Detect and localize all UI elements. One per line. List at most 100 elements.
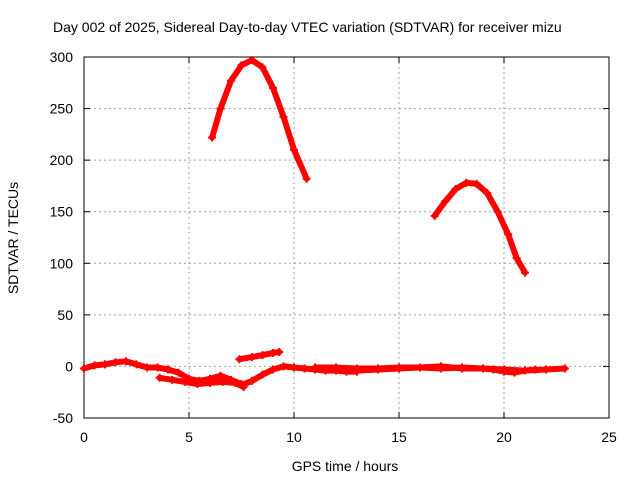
data-point <box>248 56 256 65</box>
series-trace <box>431 179 528 276</box>
data-point <box>493 207 502 216</box>
data-point <box>206 378 214 387</box>
data-point <box>180 377 189 386</box>
data-point <box>437 362 445 371</box>
y-tick-label: 50 <box>57 307 73 323</box>
data-point <box>451 185 460 194</box>
y-tick-label: 250 <box>50 101 74 117</box>
data-point <box>227 76 235 85</box>
series-arc-high-1 <box>208 56 311 183</box>
data-point <box>500 367 508 376</box>
data-point <box>193 379 202 388</box>
data-point <box>216 371 225 380</box>
data-point <box>153 363 162 372</box>
series-arc-high-2 <box>430 178 529 277</box>
data-point <box>504 230 513 239</box>
data-point <box>168 375 177 384</box>
data-point <box>269 365 277 374</box>
data-point <box>290 363 298 372</box>
data-point <box>248 353 256 362</box>
data-series <box>80 56 569 392</box>
data-point <box>512 254 521 263</box>
x-tick-label: 25 <box>601 429 617 445</box>
chart-title: Day 002 of 2025, Sidereal Day-to-day VTE… <box>53 19 562 35</box>
y-tick-label: 150 <box>50 204 74 220</box>
data-point <box>258 63 267 72</box>
plot-background <box>84 57 609 418</box>
data-point <box>111 358 120 367</box>
data-point <box>269 349 277 358</box>
data-point <box>332 363 340 372</box>
data-point <box>430 211 439 220</box>
x-tick-label: 10 <box>286 429 302 445</box>
data-point <box>279 112 288 121</box>
data-point <box>542 365 550 374</box>
data-point <box>560 364 569 373</box>
plot-frame <box>83 56 610 419</box>
data-point <box>80 364 88 373</box>
x-tick-labels: 0 5 10 15 20 25 <box>80 429 617 445</box>
data-point <box>258 351 267 360</box>
x-tick-label: 5 <box>185 429 193 445</box>
grid-lines <box>84 57 609 418</box>
y-tick-label: -50 <box>53 410 73 426</box>
data-point <box>174 368 183 377</box>
data-point <box>237 61 246 70</box>
series-trace <box>81 358 245 387</box>
data-point <box>143 363 151 372</box>
data-point <box>395 364 403 373</box>
data-point <box>248 376 256 385</box>
data-point <box>279 362 288 371</box>
data-point <box>472 179 481 188</box>
data-point <box>101 360 109 369</box>
data-point <box>218 377 227 386</box>
data-point <box>275 347 284 356</box>
data-point <box>311 363 319 372</box>
data-point <box>208 133 217 142</box>
data-point <box>164 365 172 374</box>
data-point <box>155 373 164 382</box>
data-point <box>122 357 130 366</box>
y-tick-label: 200 <box>50 152 74 168</box>
y-tick-label: 300 <box>50 49 74 65</box>
data-point <box>235 355 244 364</box>
data-point <box>90 361 99 370</box>
data-point <box>479 364 487 373</box>
data-point <box>374 365 382 374</box>
data-point <box>216 104 225 113</box>
x-tick-label: 15 <box>391 429 407 445</box>
y-tick-label: 0 <box>65 358 73 374</box>
data-point <box>258 370 267 379</box>
series-arc-mid <box>235 347 284 364</box>
y-tick-labels: -50 0 50 100 150 200 250 300 <box>50 49 74 426</box>
series-arc-low-b <box>155 373 248 392</box>
x-axis-label: GPS time / hours <box>292 458 399 474</box>
data-point <box>416 363 424 372</box>
data-point <box>269 83 277 92</box>
series-arc-low-c <box>237 362 361 389</box>
y-tick-label: 100 <box>50 255 74 271</box>
data-point <box>458 364 466 373</box>
data-point <box>231 378 240 387</box>
data-point <box>290 145 298 154</box>
data-point <box>462 178 471 187</box>
data-point <box>353 366 361 375</box>
data-point <box>510 368 519 377</box>
axis-ticks <box>83 56 610 419</box>
data-point <box>300 364 309 373</box>
x-tick-label: 0 <box>80 429 88 445</box>
x-tick-label: 20 <box>496 429 512 445</box>
data-point <box>483 189 492 198</box>
series-arc-low-e <box>353 362 540 377</box>
data-point <box>302 174 311 183</box>
data-point <box>521 268 529 277</box>
data-point <box>531 365 540 374</box>
y-axis-label: SDTVAR / TECUs <box>5 182 21 294</box>
data-point <box>237 380 246 389</box>
data-point <box>441 197 450 206</box>
data-point <box>489 365 498 374</box>
data-point <box>132 360 141 369</box>
series-trace <box>209 57 310 182</box>
data-point <box>521 366 529 375</box>
